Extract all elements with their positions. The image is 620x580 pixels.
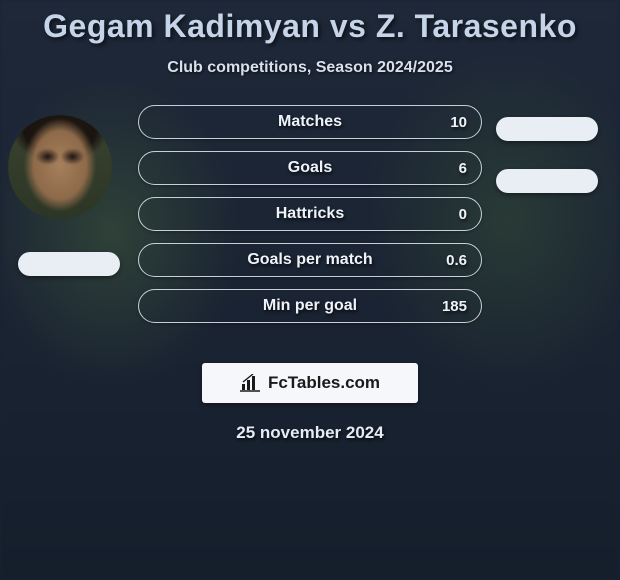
stat-value: 185: [442, 298, 467, 315]
brand-badge[interactable]: FcTables.com: [202, 363, 418, 403]
stat-row-matches: Matches 10: [138, 105, 482, 139]
stat-label: Min per goal: [263, 297, 357, 315]
stat-label: Goals: [288, 159, 332, 177]
stat-label: Goals per match: [247, 251, 372, 269]
stats-column: Matches 10 Goals 6 Hattricks 0 Goals per…: [138, 105, 482, 335]
stat-row-goals-per-match: Goals per match 0.6: [138, 243, 482, 277]
stat-value: 0: [459, 206, 467, 223]
bar-chart-icon: [240, 374, 262, 392]
page-title: Gegam Kadimyan vs Z. Tarasenko: [0, 8, 620, 45]
comparison-area: Matches 10 Goals 6 Hattricks 0 Goals per…: [0, 105, 620, 345]
stat-row-min-per-goal: Min per goal 185: [138, 289, 482, 323]
player-left-name-pill: [18, 252, 120, 276]
brand-text: FcTables.com: [268, 373, 380, 393]
player-left-avatar: [8, 115, 112, 219]
avatar-face: [8, 115, 112, 219]
player-right-pill-2: [496, 169, 598, 193]
stat-row-goals: Goals 6: [138, 151, 482, 185]
content-wrapper: Gegam Kadimyan vs Z. Tarasenko Club comp…: [0, 0, 620, 443]
stat-label: Hattricks: [276, 205, 344, 223]
date-label: 25 november 2024: [0, 423, 620, 443]
stat-value: 6: [459, 160, 467, 177]
stat-row-hattricks: Hattricks 0: [138, 197, 482, 231]
stat-value: 10: [450, 114, 467, 131]
stat-label: Matches: [278, 113, 342, 131]
player-right-pill-1: [496, 117, 598, 141]
subtitle: Club competitions, Season 2024/2025: [0, 59, 620, 77]
stat-value: 0.6: [446, 252, 467, 269]
